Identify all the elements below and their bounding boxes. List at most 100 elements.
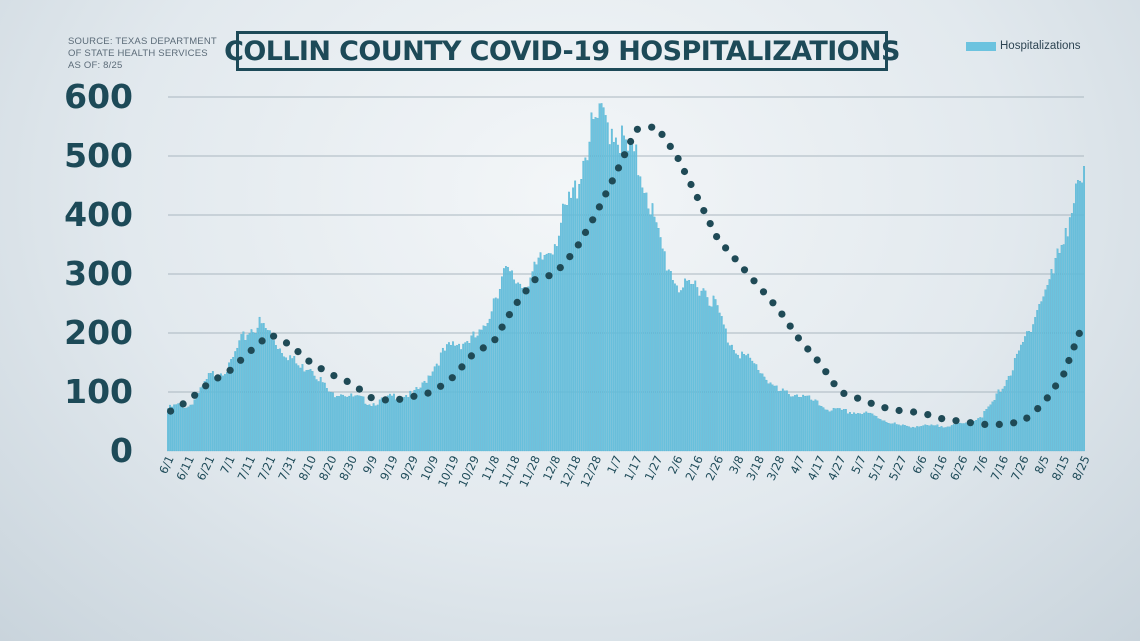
x-tick-label: 7/11 — [235, 453, 259, 482]
bar — [649, 214, 652, 452]
bar — [877, 418, 880, 452]
bar — [344, 396, 347, 452]
x-axis-ticks: 6/16/116/21 7/17/117/217/318/108/208/30 9/… — [156, 453, 1093, 489]
bar — [942, 427, 945, 452]
x-tick-label: 3/28 — [764, 453, 788, 482]
bar — [287, 360, 290, 452]
bar — [751, 360, 754, 452]
trend-dot — [367, 394, 375, 402]
bar — [1030, 331, 1033, 452]
chart-title-box: COLLIN COUNTY COVID-19 HOSPITALIZATIONS — [224, 31, 900, 71]
bar — [423, 380, 426, 452]
bar — [547, 253, 550, 452]
x-tick-label: 9/9 — [360, 453, 381, 476]
bar — [1005, 380, 1008, 452]
bar — [403, 396, 406, 452]
bar — [983, 411, 986, 452]
trend-dot — [813, 356, 821, 364]
bar — [564, 204, 566, 452]
bar — [240, 334, 243, 452]
bar — [887, 423, 890, 452]
bar — [358, 395, 361, 452]
bar — [319, 377, 322, 452]
x-tick-label: 5/17 — [866, 453, 890, 482]
bar — [507, 267, 509, 452]
bar — [482, 325, 485, 452]
bar — [922, 425, 925, 452]
bar — [177, 403, 180, 452]
bar — [853, 412, 855, 452]
bar — [246, 334, 249, 452]
trend-dot — [214, 374, 222, 382]
bar — [893, 422, 896, 452]
trend-dot — [910, 408, 918, 416]
bar — [714, 299, 717, 452]
bar — [722, 324, 725, 452]
bar — [456, 345, 458, 452]
bar — [847, 413, 849, 452]
trend-dot — [258, 337, 266, 345]
bar — [488, 318, 491, 452]
bar — [596, 117, 599, 452]
bar — [981, 417, 984, 452]
bar — [851, 413, 853, 452]
bar — [818, 405, 821, 452]
bar — [698, 295, 701, 452]
bar — [899, 425, 902, 452]
trend-dot — [595, 203, 604, 211]
bar — [824, 409, 827, 452]
bar — [458, 343, 461, 452]
trend-dot — [794, 334, 803, 342]
bar — [405, 395, 408, 452]
bar — [216, 377, 218, 452]
trend-dot — [270, 332, 278, 340]
trend-dot — [722, 244, 730, 252]
x-tick-label: 7/6 — [970, 453, 991, 476]
bar — [419, 387, 422, 452]
bar — [810, 399, 813, 452]
bar — [602, 107, 605, 452]
trend-dot — [778, 310, 786, 318]
trend-dot — [458, 363, 466, 371]
chart-title: COLLIN COUNTY COVID-19 HOSPITALIZATIONS — [224, 35, 900, 67]
bar — [336, 395, 338, 452]
x-tick-label: 2/6 — [665, 453, 686, 476]
bar — [838, 408, 841, 452]
bar — [641, 187, 644, 452]
bar — [1020, 344, 1022, 452]
bar — [209, 373, 212, 452]
trend-dot — [674, 154, 682, 163]
bar — [928, 425, 931, 452]
bar — [1054, 258, 1057, 452]
bar — [446, 344, 448, 452]
trend-dot — [938, 415, 946, 423]
bar — [291, 358, 294, 452]
bar — [940, 426, 943, 452]
bar — [961, 423, 963, 452]
bar — [256, 327, 259, 452]
bar — [859, 413, 862, 452]
bar — [637, 175, 640, 452]
trend-dot — [355, 385, 363, 393]
x-tick-label: 4/17 — [804, 453, 828, 482]
bar — [338, 396, 340, 452]
bar — [901, 424, 904, 452]
trend-dot — [305, 357, 313, 365]
trend-dot — [491, 336, 499, 344]
bar — [201, 385, 204, 452]
bar — [590, 112, 593, 452]
bar — [301, 364, 304, 452]
bar — [207, 373, 210, 452]
bar — [395, 399, 397, 452]
bar — [967, 422, 969, 452]
bar — [653, 216, 656, 452]
bar — [169, 404, 171, 452]
bar — [785, 390, 788, 452]
bar — [260, 323, 263, 452]
bar — [1083, 166, 1085, 452]
bar — [761, 373, 764, 452]
bar — [1062, 244, 1065, 452]
bar — [494, 297, 497, 452]
bar — [509, 271, 511, 452]
bar — [804, 395, 807, 452]
